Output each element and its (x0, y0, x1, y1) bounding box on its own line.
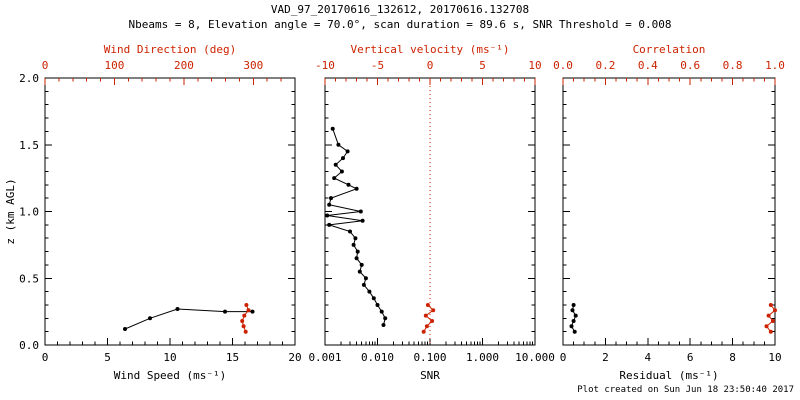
svg-text:10: 10 (163, 351, 176, 364)
svg-text:8: 8 (729, 351, 736, 364)
svg-text:100: 100 (104, 59, 124, 72)
svg-text:10: 10 (528, 59, 541, 72)
svg-text:300: 300 (243, 59, 263, 72)
svg-text:0.5: 0.5 (19, 272, 39, 285)
snr-panel-top-axis: -10 -5 0 5 10 Vertical velocity (ms⁻¹) (315, 43, 542, 85)
svg-text:0.6: 0.6 (680, 59, 700, 72)
svg-text:5: 5 (479, 59, 486, 72)
wind-panel-top-axis: 0 100 200 300 Wind Direction (deg) (42, 43, 282, 85)
series-vertical_velocity (421, 303, 436, 334)
snr-panel-top-axis-title: Vertical velocity (ms⁻¹) (351, 43, 510, 56)
svg-text:200: 200 (174, 59, 194, 72)
svg-text:1.000: 1.000 (466, 351, 499, 364)
snr-panel: 0.001 0.010 0.100 1.000 10.000 SNR -10 -5 0 5 10 Ve… (308, 43, 554, 382)
svg-text:0: 0 (560, 351, 567, 364)
svg-text:0.4: 0.4 (638, 59, 658, 72)
wind-panel-y-axis: 0.0 0.5 1.0 1.5 2.0 (19, 72, 295, 352)
svg-text:0.010: 0.010 (361, 351, 394, 364)
footer-timestamp: Plot created on Sun Jun 18 23:50:40 2017 (577, 385, 794, 395)
series-correlation (764, 303, 777, 334)
plot-title: VAD_97_20170616_132612, 20170616.132708 (270, 3, 530, 16)
svg-text:2.0: 2.0 (19, 72, 39, 85)
plot-subtitle: Nbeams = 8, Elevation angle = 70.0°, sca… (128, 18, 672, 31)
snr-panel-bottom-axis-title: SNR (420, 369, 440, 382)
series-residual (569, 303, 578, 334)
wind-panel: 0 5 10 15 20 Wind Speed (ms⁻¹) 0 100 200 300 Wind … (19, 43, 302, 382)
svg-text:-5: -5 (371, 59, 384, 72)
svg-text:10.000: 10.000 (515, 351, 555, 364)
wind-panel-top-axis-title: Wind Direction (deg) (104, 43, 236, 56)
wind-panel-bottom-axis: 0 5 10 15 20 Wind Speed (ms⁻¹) (42, 338, 302, 382)
y-axis-title: z (km AGL) (4, 178, 17, 244)
svg-text:4: 4 (644, 351, 651, 364)
svg-text:15: 15 (226, 351, 239, 364)
residual-panel-top-axis-title: Correlation (633, 43, 706, 56)
residual-panel-y-axis (563, 77, 775, 346)
wind-panel-frame (44, 77, 296, 346)
residual-panel: 0 2 4 6 8 10 Residual (ms⁻¹) 0.0 0.2 0.4 0.6 0.8 1.0… (553, 43, 785, 382)
svg-text:0: 0 (42, 59, 49, 72)
svg-text:10: 10 (768, 351, 781, 364)
residual-panel-bottom-axis-title: Residual (ms⁻¹) (619, 369, 718, 382)
svg-text:20: 20 (288, 351, 301, 364)
residual-panel-frame (562, 77, 776, 346)
svg-text:1.0: 1.0 (765, 59, 785, 72)
snr-panel-y-axis (325, 77, 535, 346)
svg-text:-10: -10 (315, 59, 335, 72)
svg-text:0.100: 0.100 (413, 351, 446, 364)
svg-text:0.8: 0.8 (723, 59, 743, 72)
snr-panel-bottom-axis: 0.001 0.010 0.100 1.000 10.000 SNR (308, 338, 555, 382)
series-snr (325, 126, 388, 327)
svg-text:6: 6 (687, 351, 694, 364)
svg-text:2: 2 (602, 351, 609, 364)
svg-text:0.001: 0.001 (308, 351, 341, 364)
svg-text:1.5: 1.5 (19, 139, 39, 152)
residual-panel-bottom-axis: 0 2 4 6 8 10 Residual (ms⁻¹) (560, 338, 782, 382)
svg-text:1.0: 1.0 (19, 206, 39, 219)
series-wind_direction (240, 303, 251, 334)
wind-panel-bottom-axis-title: Wind Speed (ms⁻¹) (114, 369, 227, 382)
svg-text:5: 5 (104, 351, 111, 364)
svg-text:0.0: 0.0 (19, 339, 39, 352)
svg-text:0: 0 (42, 351, 49, 364)
series-wind_speed (123, 307, 255, 331)
residual-panel-top-axis: 0.0 0.2 0.4 0.6 0.8 1.0 Correlation (553, 43, 785, 85)
svg-text:0.2: 0.2 (595, 59, 615, 72)
svg-text:0: 0 (427, 59, 434, 72)
svg-text:0.0: 0.0 (553, 59, 573, 72)
